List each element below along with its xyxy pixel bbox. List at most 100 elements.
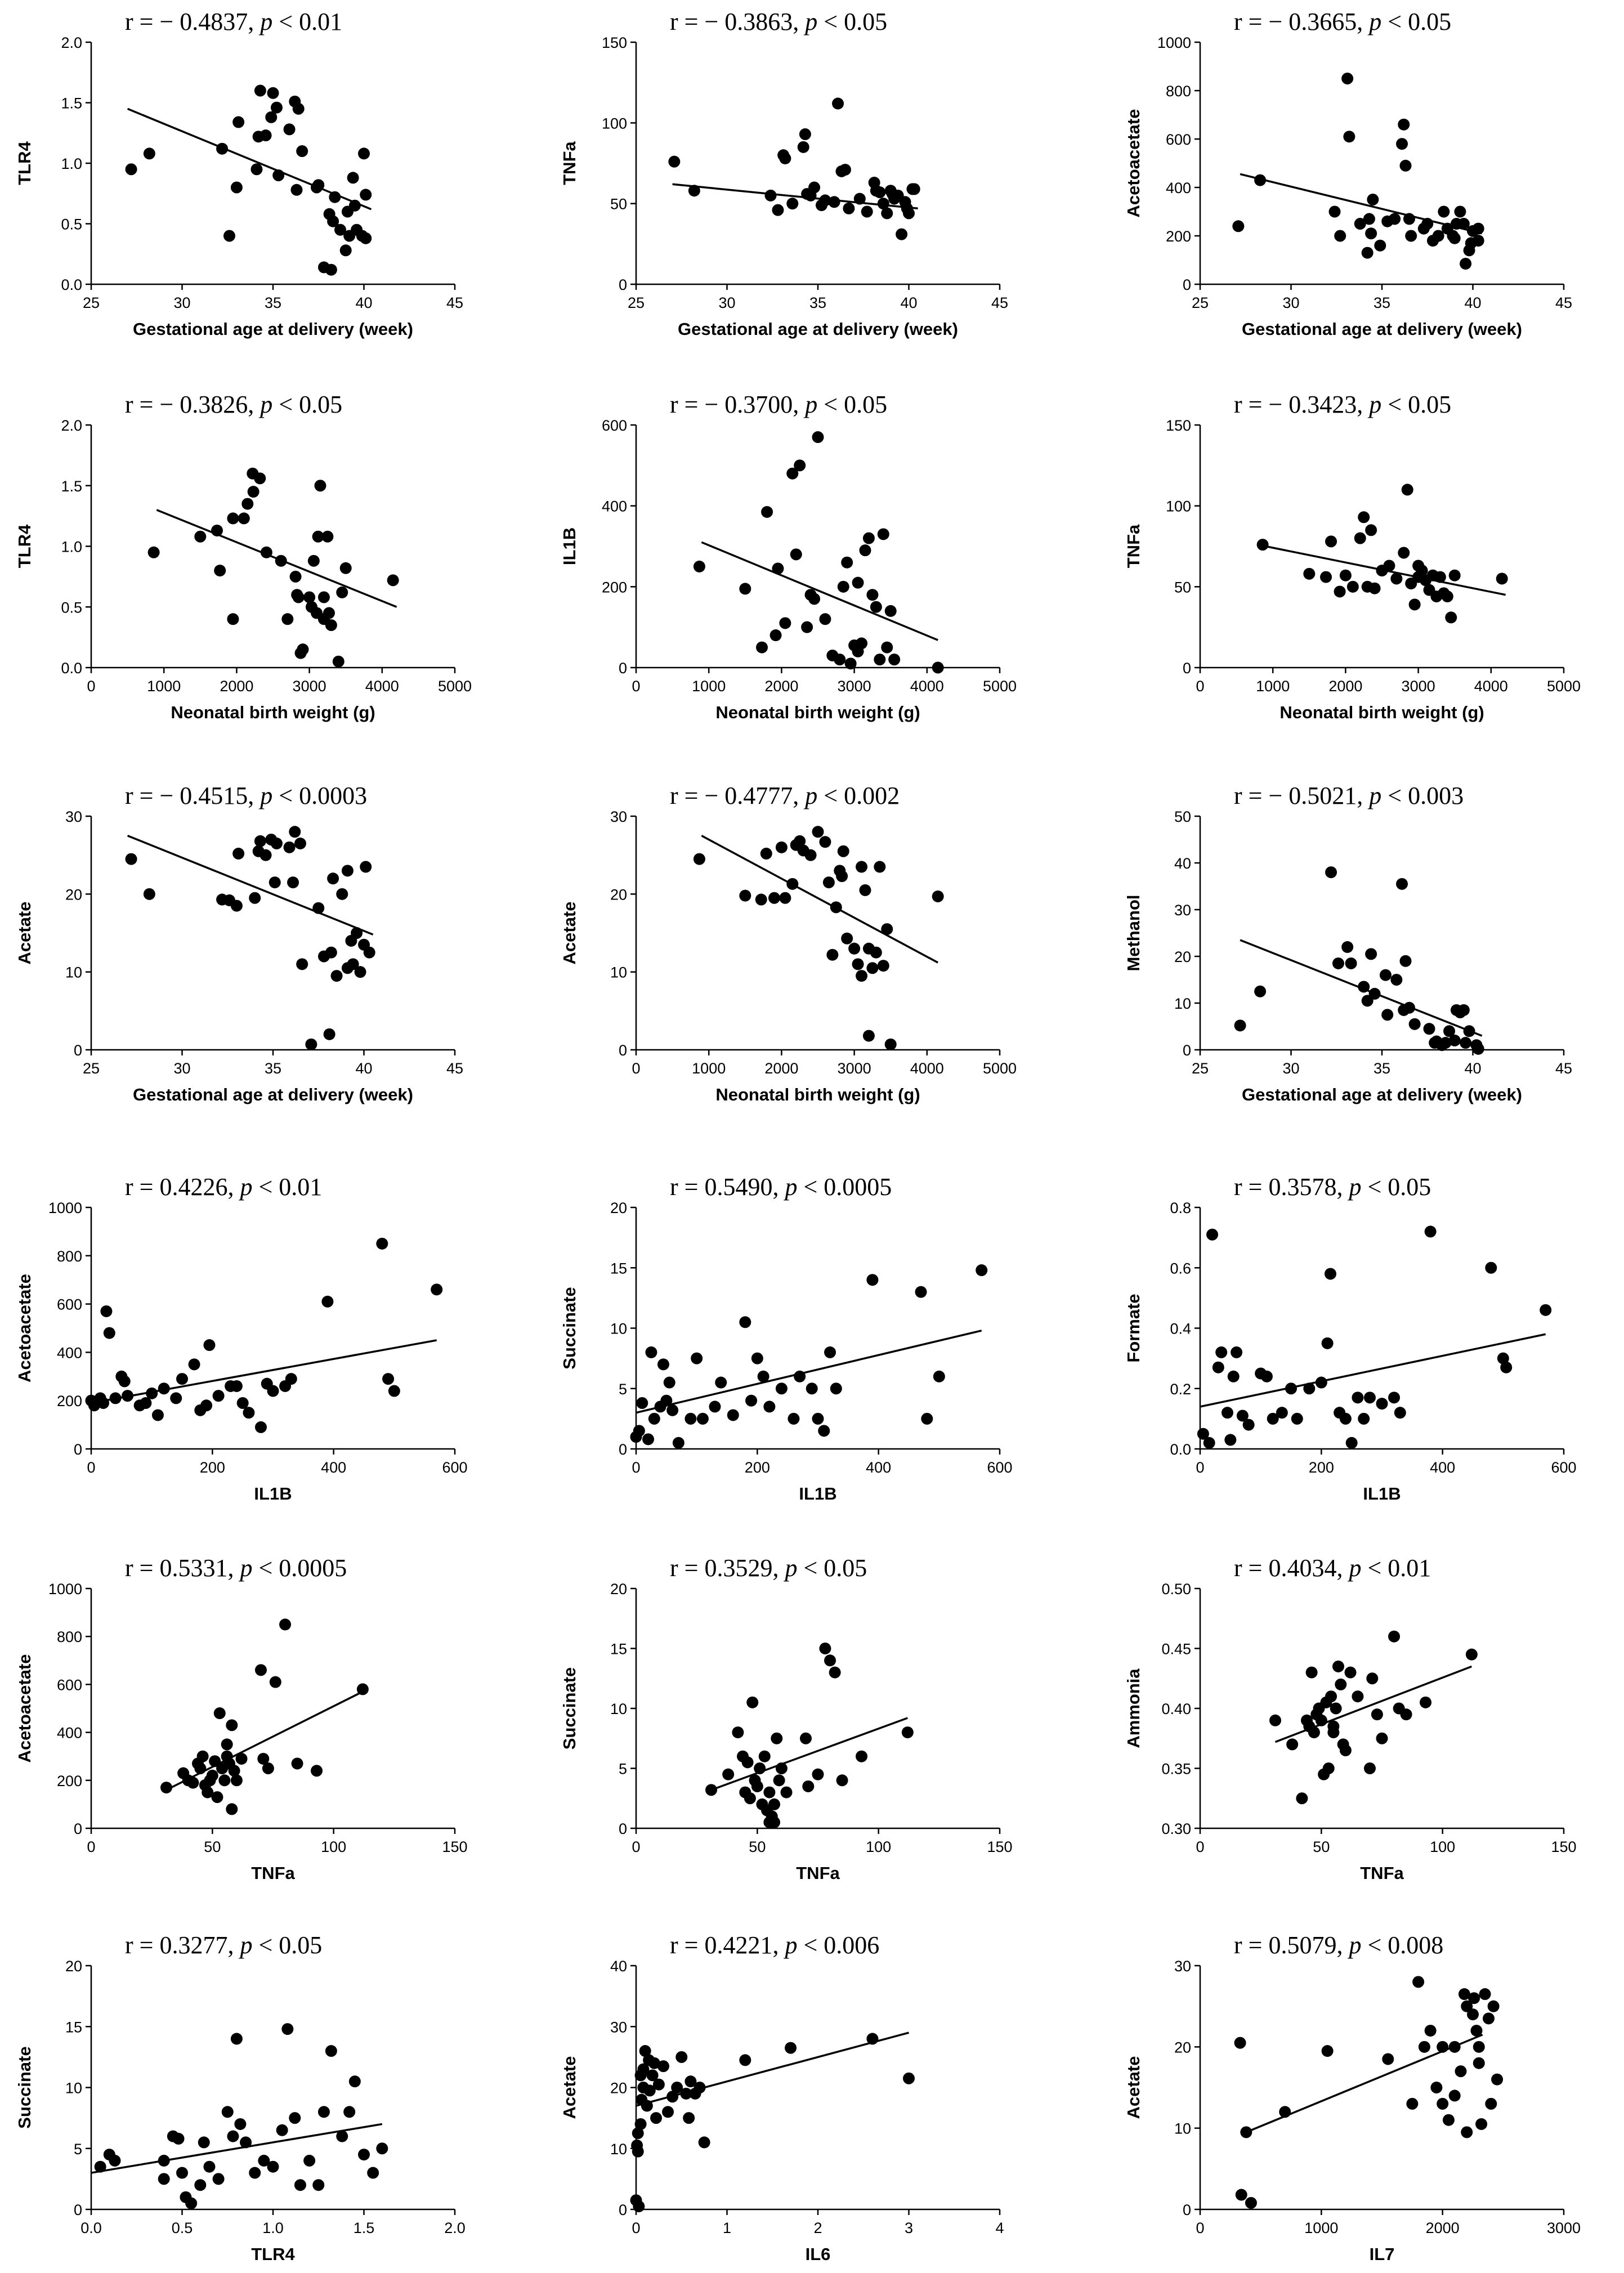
data-point [836, 870, 848, 883]
data-point [741, 1756, 754, 1769]
data-point [771, 1732, 783, 1744]
x-tick-label: 0 [1196, 1459, 1204, 1476]
correlation-annotation: r = − 0.3700, p < 0.05 [670, 391, 887, 418]
data-point [1448, 569, 1461, 581]
data-point [666, 1404, 679, 1416]
data-point [109, 1392, 122, 1404]
data-point [1358, 1412, 1370, 1425]
data-point [227, 512, 239, 525]
data-point [312, 179, 325, 191]
chart-panel-15: 0 50 100 150 0.30 0.35 0.40 0.45 0.50 TNFa Ammonia… [1124, 1554, 1577, 1883]
y-tick-label: 800 [57, 1248, 82, 1265]
data-point [1352, 1690, 1364, 1703]
data-point [317, 591, 330, 603]
x-tick-label: 40 [355, 1060, 372, 1077]
y-tick-label: 600 [57, 1676, 82, 1693]
data-point [1398, 118, 1410, 131]
data-point [269, 876, 281, 889]
correlation-annotation: r = − 0.3423, p < 0.05 [1234, 391, 1451, 418]
x-axis-label: IL6 [806, 2244, 831, 2264]
y-tick-label: 0.40 [1161, 1701, 1191, 1717]
data-point [230, 2033, 243, 2045]
y-tick-label: 0.5 [61, 599, 82, 616]
data-point [312, 530, 324, 543]
data-point [232, 847, 245, 860]
data-point [336, 2130, 348, 2142]
x-tick-label: 0 [1196, 2220, 1204, 2236]
data-point [1315, 1714, 1327, 1726]
x-axis-label: Neonatal birth weight (g) [715, 1085, 920, 1104]
x-tick-label: 2 [813, 2220, 822, 2236]
data-point [230, 900, 243, 912]
x-tick-label: 150 [1551, 1838, 1576, 1855]
data-point [755, 893, 767, 906]
data-point [1267, 1412, 1279, 1425]
data-point [212, 2173, 225, 2185]
data-point [303, 2154, 316, 2167]
p-value: < 0.05 [817, 391, 887, 418]
x-tick-label: 45 [1555, 1060, 1572, 1077]
x-tick-label: 35 [1374, 1060, 1390, 1077]
p-value: < 0.003 [1381, 782, 1464, 809]
data-point [877, 960, 889, 972]
data-point [241, 498, 254, 510]
data-point [216, 142, 229, 155]
data-point [1405, 230, 1417, 242]
p-symbol: p [783, 1931, 797, 1959]
y-axis-label: Acetate [560, 902, 579, 965]
chart-panel-3: 25 30 35 40 45 0 200 400 600 800 1000 Gestational a… [1124, 8, 1572, 339]
data-point [1343, 131, 1355, 143]
x-tick-label: 25 [83, 294, 100, 311]
x-tick-label: 4000 [910, 678, 944, 695]
y-tick-label: 0.4 [1170, 1321, 1191, 1337]
data-point [874, 186, 886, 199]
data-point [836, 1774, 848, 1787]
data-point [657, 2060, 669, 2073]
data-point [932, 661, 944, 674]
data-point [213, 1707, 226, 1720]
data-point [866, 1274, 879, 1286]
data-point [832, 97, 844, 110]
data-point [852, 645, 864, 657]
y-tick-label: 0 [619, 276, 627, 293]
y-tick-label: 600 [57, 1296, 82, 1313]
correlation-annotation: r = 0.4034, p < 0.01 [1234, 1554, 1431, 1582]
data-point [332, 655, 345, 668]
data-point [1382, 2053, 1394, 2065]
x-tick-label: 3000 [838, 678, 871, 695]
data-point [744, 1792, 756, 1805]
data-point [1448, 1034, 1461, 1046]
data-point [1242, 1419, 1255, 1431]
data-point [170, 1392, 182, 1404]
x-tick-label: 0 [632, 1060, 640, 1077]
data-point [739, 583, 751, 595]
p-value: < 0.01 [1361, 1554, 1431, 1582]
p-symbol: p [1347, 1931, 1361, 1959]
data-point [1448, 232, 1461, 244]
data-point [650, 2112, 663, 2124]
data-point [808, 181, 821, 194]
regression-line [710, 1717, 908, 1791]
data-point [1341, 73, 1354, 84]
data-point [786, 878, 799, 890]
y-tick-label: 0 [1183, 660, 1191, 677]
p-value: < 0.008 [1361, 1931, 1443, 1959]
p-value: < 0.006 [797, 1931, 879, 1959]
x-tick-label: 600 [1551, 1459, 1576, 1476]
x-tick-label: 4000 [1474, 678, 1508, 695]
x-tick-label: 0 [632, 1459, 640, 1476]
y-axis-label: TLR4 [15, 524, 34, 568]
data-point [1473, 2041, 1485, 2053]
x-tick-label: 5000 [983, 1060, 1017, 1077]
y-tick-label: 10 [610, 2141, 627, 2158]
data-point [336, 586, 348, 598]
data-point [801, 621, 813, 633]
data-point [663, 1376, 675, 1389]
x-tick-label: 40 [355, 294, 372, 311]
data-point [1379, 969, 1392, 981]
x-tick-label: 100 [1430, 1838, 1455, 1855]
x-tick-label: 45 [446, 294, 463, 311]
data-point [896, 228, 908, 240]
data-point [1376, 1732, 1388, 1744]
